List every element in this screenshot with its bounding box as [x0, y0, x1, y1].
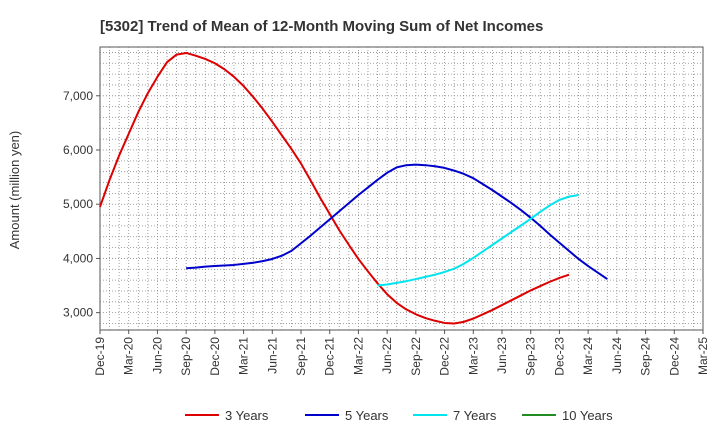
- legend-label: 3 Years: [225, 408, 269, 423]
- x-tick-label: Dec-19: [93, 337, 107, 376]
- series-line-5-years: [186, 163, 608, 280]
- x-tick-label: Sep-21: [294, 337, 308, 376]
- x-tick-label: Jun-21: [265, 337, 279, 374]
- y-tick-label: 4,000: [63, 251, 93, 265]
- x-tick-label: Mar-23: [466, 337, 480, 375]
- x-tick-label: Dec-24: [667, 337, 681, 376]
- x-tick-label: Dec-21: [323, 337, 337, 376]
- grid-lines: [100, 47, 703, 330]
- series-lines: [99, 51, 608, 325]
- plot-area: [99, 46, 704, 331]
- series-line-7-years: [377, 194, 579, 287]
- x-tick-label: Jun-22: [380, 337, 394, 374]
- x-tick-label: Sep-23: [524, 337, 538, 376]
- y-tick-label: 3,000: [63, 306, 93, 320]
- y-tick-label: 6,000: [63, 143, 93, 157]
- y-axis-label: Amount (million yen): [7, 131, 22, 250]
- x-tick-label: Dec-23: [552, 337, 566, 376]
- y-tick-label: 7,000: [63, 89, 93, 103]
- x-tick-label: Jun-20: [150, 337, 164, 374]
- legend: 3 Years 5 Years 7 Years 10 Years: [185, 408, 613, 423]
- x-tick-label: Mar-24: [581, 337, 595, 375]
- series-line-3-years: [99, 51, 570, 325]
- legend-label: 7 Years: [453, 408, 497, 423]
- x-tick-label: Jun-24: [610, 337, 624, 374]
- y-tick-label: 5,000: [63, 197, 93, 211]
- x-tick-label: Dec-20: [208, 337, 222, 376]
- x-tick-label: Jun-23: [495, 337, 509, 374]
- x-tick-label: Sep-20: [179, 337, 193, 376]
- x-tick-label: Mar-21: [237, 337, 251, 375]
- y-tick-labels: 3,000 4,000 5,000 6,000 7,000: [63, 89, 100, 320]
- x-tick-label: Sep-24: [639, 337, 653, 376]
- x-tick-label: Mar-22: [351, 337, 365, 375]
- chart-title: [5302] Trend of Mean of 12-Month Moving …: [100, 18, 543, 35]
- x-tick-label: Mar-20: [122, 337, 136, 375]
- x-tick-label: Dec-22: [438, 337, 452, 376]
- x-tick-labels: Dec-19 Mar-20 Jun-20 Sep-20 Dec-20 Mar-21 Jun-…: [93, 330, 710, 376]
- x-tick-label: Sep-22: [409, 337, 423, 376]
- x-tick-label: Mar-25: [696, 337, 710, 375]
- legend-label: 10 Years: [562, 408, 613, 423]
- legend-label: 5 Years: [345, 408, 389, 423]
